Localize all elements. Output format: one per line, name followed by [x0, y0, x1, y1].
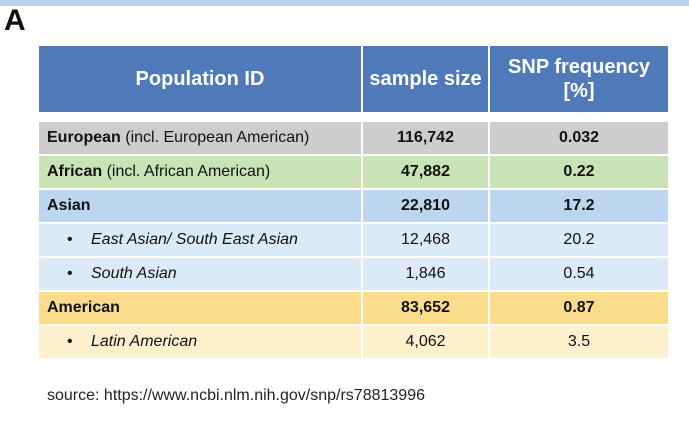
snp-frequency-cell: 0.54	[489, 256, 668, 291]
table-row: European (incl. European American) 116,7…	[39, 120, 668, 155]
bullet-icon: •	[67, 231, 73, 248]
sub-population-name: • East Asian/ South East Asian	[39, 222, 363, 257]
table-header-row: Population ID sample size SNP frequency …	[39, 46, 668, 112]
snp-frequency-cell: 20.2	[489, 222, 668, 257]
header-gap	[39, 112, 668, 121]
sub-population-name: • Latin American	[39, 324, 363, 358]
sample-size-cell: 1,846	[362, 256, 490, 291]
header-sample-size: sample size	[362, 46, 490, 112]
bullet-icon: •	[67, 265, 73, 282]
population-name-detail: (incl. European American)	[120, 129, 310, 146]
snp-frequency-table: Population ID sample size SNP frequency …	[39, 46, 668, 358]
snp-frequency-cell: 0.032	[489, 120, 668, 155]
sample-size-cell: 47,882	[362, 154, 490, 189]
population-name: American	[39, 290, 363, 325]
snp-frequency-cell: 0.22	[489, 154, 668, 189]
snp-frequency-cell: 3.5	[489, 324, 668, 358]
table-row: • South Asian 1,846 0.54	[39, 256, 668, 291]
header-snp-frequency: SNP frequency [%]	[489, 46, 668, 112]
sub-population-label: East Asian/ South East Asian	[91, 231, 298, 248]
source-citation: source: https://www.ncbi.nlm.nih.gov/snp…	[47, 387, 425, 404]
population-name: European (incl. European American)	[39, 120, 363, 155]
panel-label: A	[4, 4, 26, 37]
population-name-detail: (incl. African American)	[102, 163, 271, 180]
sample-size-cell: 12,468	[362, 222, 490, 257]
population-name: Asian	[39, 188, 363, 223]
snp-frequency-cell: 17.2	[489, 188, 668, 223]
sample-size-cell: 22,810	[362, 188, 490, 223]
table-row: Asian 22,810 17.2	[39, 188, 668, 223]
population-name-main: African	[47, 163, 103, 180]
population-name: African (incl. African American)	[39, 154, 363, 189]
sub-population-label: South Asian	[91, 265, 177, 282]
table-row: • East Asian/ South East Asian 12,468 20.…	[39, 222, 668, 257]
population-name-main: Asian	[47, 197, 91, 214]
population-name-main: European	[47, 129, 121, 146]
table-row: • Latin American 4,062 3.5	[39, 324, 668, 358]
population-name-main: American	[47, 299, 120, 316]
sample-size-cell: 83,652	[362, 290, 490, 325]
table-row: African (incl. African American) 47,882 …	[39, 154, 668, 189]
snp-frequency-cell: 0.87	[489, 290, 668, 325]
header-population-id: Population ID	[39, 46, 363, 112]
bullet-icon: •	[67, 333, 73, 350]
top-border-strip	[0, 0, 689, 6]
sample-size-cell: 116,742	[362, 120, 490, 155]
sub-population-name: • South Asian	[39, 256, 363, 291]
table-row: American 83,652 0.87	[39, 290, 668, 325]
sample-size-cell: 4,062	[362, 324, 490, 358]
sub-population-label: Latin American	[91, 333, 198, 350]
